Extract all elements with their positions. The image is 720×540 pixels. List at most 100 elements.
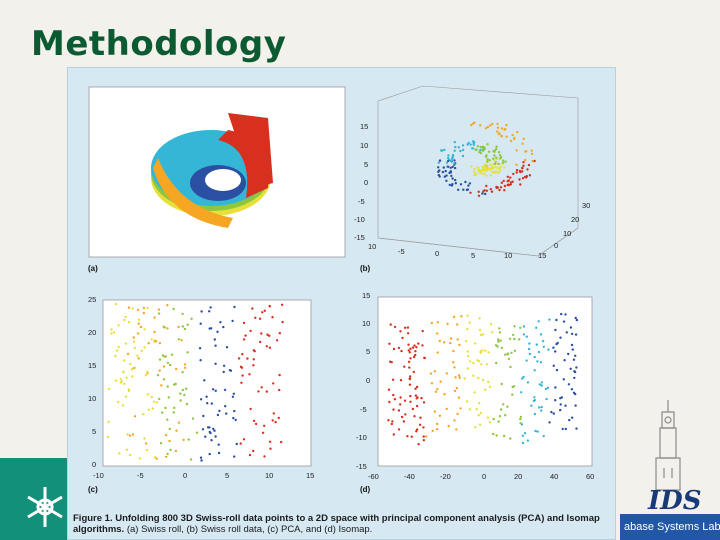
isomap-point [523,432,527,435]
pca-point [112,331,116,334]
isomap-point [400,415,404,419]
isomap-point [572,391,576,394]
isomap-point [391,420,394,423]
pca-point [242,338,246,341]
isomap-point [392,347,396,351]
isomap-point [429,372,433,375]
pca-point [117,324,120,327]
swiss-roll-point [522,164,525,167]
isomap-point [407,343,410,346]
pca-point [277,416,280,420]
panel-b-axes: 15 10 5 0 -5 -10 -15 10 -5 0 5 10 15 30 … [354,85,590,260]
swiss-roll-point [503,189,506,192]
pca-point [216,330,219,333]
isomap-point [491,331,494,334]
swiss-roll-point [496,166,499,170]
isomap-point [409,394,412,398]
isomap-point [481,378,485,382]
isomap-point [484,349,487,352]
isomap-point [540,381,544,384]
pca-point [271,316,274,319]
panel-b-label: (b) [360,264,371,273]
pca-point [258,317,262,320]
university-logo-icon [27,487,63,527]
isomap-point [454,376,457,379]
pca-point [183,327,187,331]
isomap-point [509,365,512,369]
swiss-roll-point [471,147,474,150]
swiss-roll-point [453,159,456,162]
swiss-roll-point [503,166,506,169]
pca-point [214,389,217,392]
isomap-point [390,361,393,364]
isomap-point [504,414,507,417]
b-x-tick: 10 [368,242,376,251]
isomap-point [455,387,459,390]
isomap-point [563,359,566,362]
swiss-roll-point [504,160,507,163]
pca-point [249,407,252,411]
pca-point [208,310,211,313]
pca-point [225,412,228,415]
pca-point [139,325,143,329]
isomap-point [443,341,446,344]
c-y-tick: 0 [92,460,96,469]
pca-point [241,374,244,377]
isomap-point [413,344,416,347]
swiss-roll-point [509,139,513,143]
b-x-tick: -5 [398,247,405,256]
swiss-roll-point [473,167,476,171]
swiss-roll-point [454,145,457,149]
isomap-point [526,439,530,442]
swiss-roll-point [459,183,463,186]
pca-point [143,328,146,331]
isomap-point [574,333,578,336]
isomap-point [406,435,409,438]
pca-point [164,355,167,358]
isomap-point [538,406,541,409]
isomap-point [403,365,406,368]
isomap-point [392,433,395,436]
isomap-point [466,314,469,317]
pca-point [133,346,136,350]
pca-point [200,459,203,462]
isomap-point [452,349,455,353]
pca-point [214,362,217,365]
swiss-roll-point [462,188,465,191]
swiss-roll-point [489,188,492,191]
swiss-roll-point [477,190,480,193]
pca-point [280,303,284,306]
pca-point [239,442,242,445]
isomap-point [467,354,470,358]
pca-point [155,457,158,460]
isomap-point [478,328,482,331]
swiss-roll-point [473,121,476,124]
isomap-point [408,377,412,380]
isomap-point [548,421,551,424]
isomap-point [415,430,418,433]
swiss-roll-point [519,183,522,186]
isomap-point [409,400,412,403]
pca-point [158,397,161,401]
pca-point [191,417,195,420]
pca-point [166,304,169,307]
pca-point [190,317,193,320]
pca-point [219,321,222,324]
pca-point [214,344,217,347]
isomap-point [564,313,567,316]
pca-point [107,420,110,424]
isomap-point [492,417,495,421]
pca-point [242,438,246,441]
pca-point [150,395,154,399]
isomap-point [574,404,577,407]
pca-point [213,429,216,432]
swiss-roll-point [505,135,508,138]
swiss-roll-point [454,182,457,185]
isomap-point [519,415,523,419]
pca-point [231,319,234,323]
isomap-point [415,385,419,389]
pca-point [129,453,132,457]
isomap-point [458,376,461,379]
pca-point [119,377,122,381]
lab-name-badge: abase Systems Lab [620,514,720,540]
